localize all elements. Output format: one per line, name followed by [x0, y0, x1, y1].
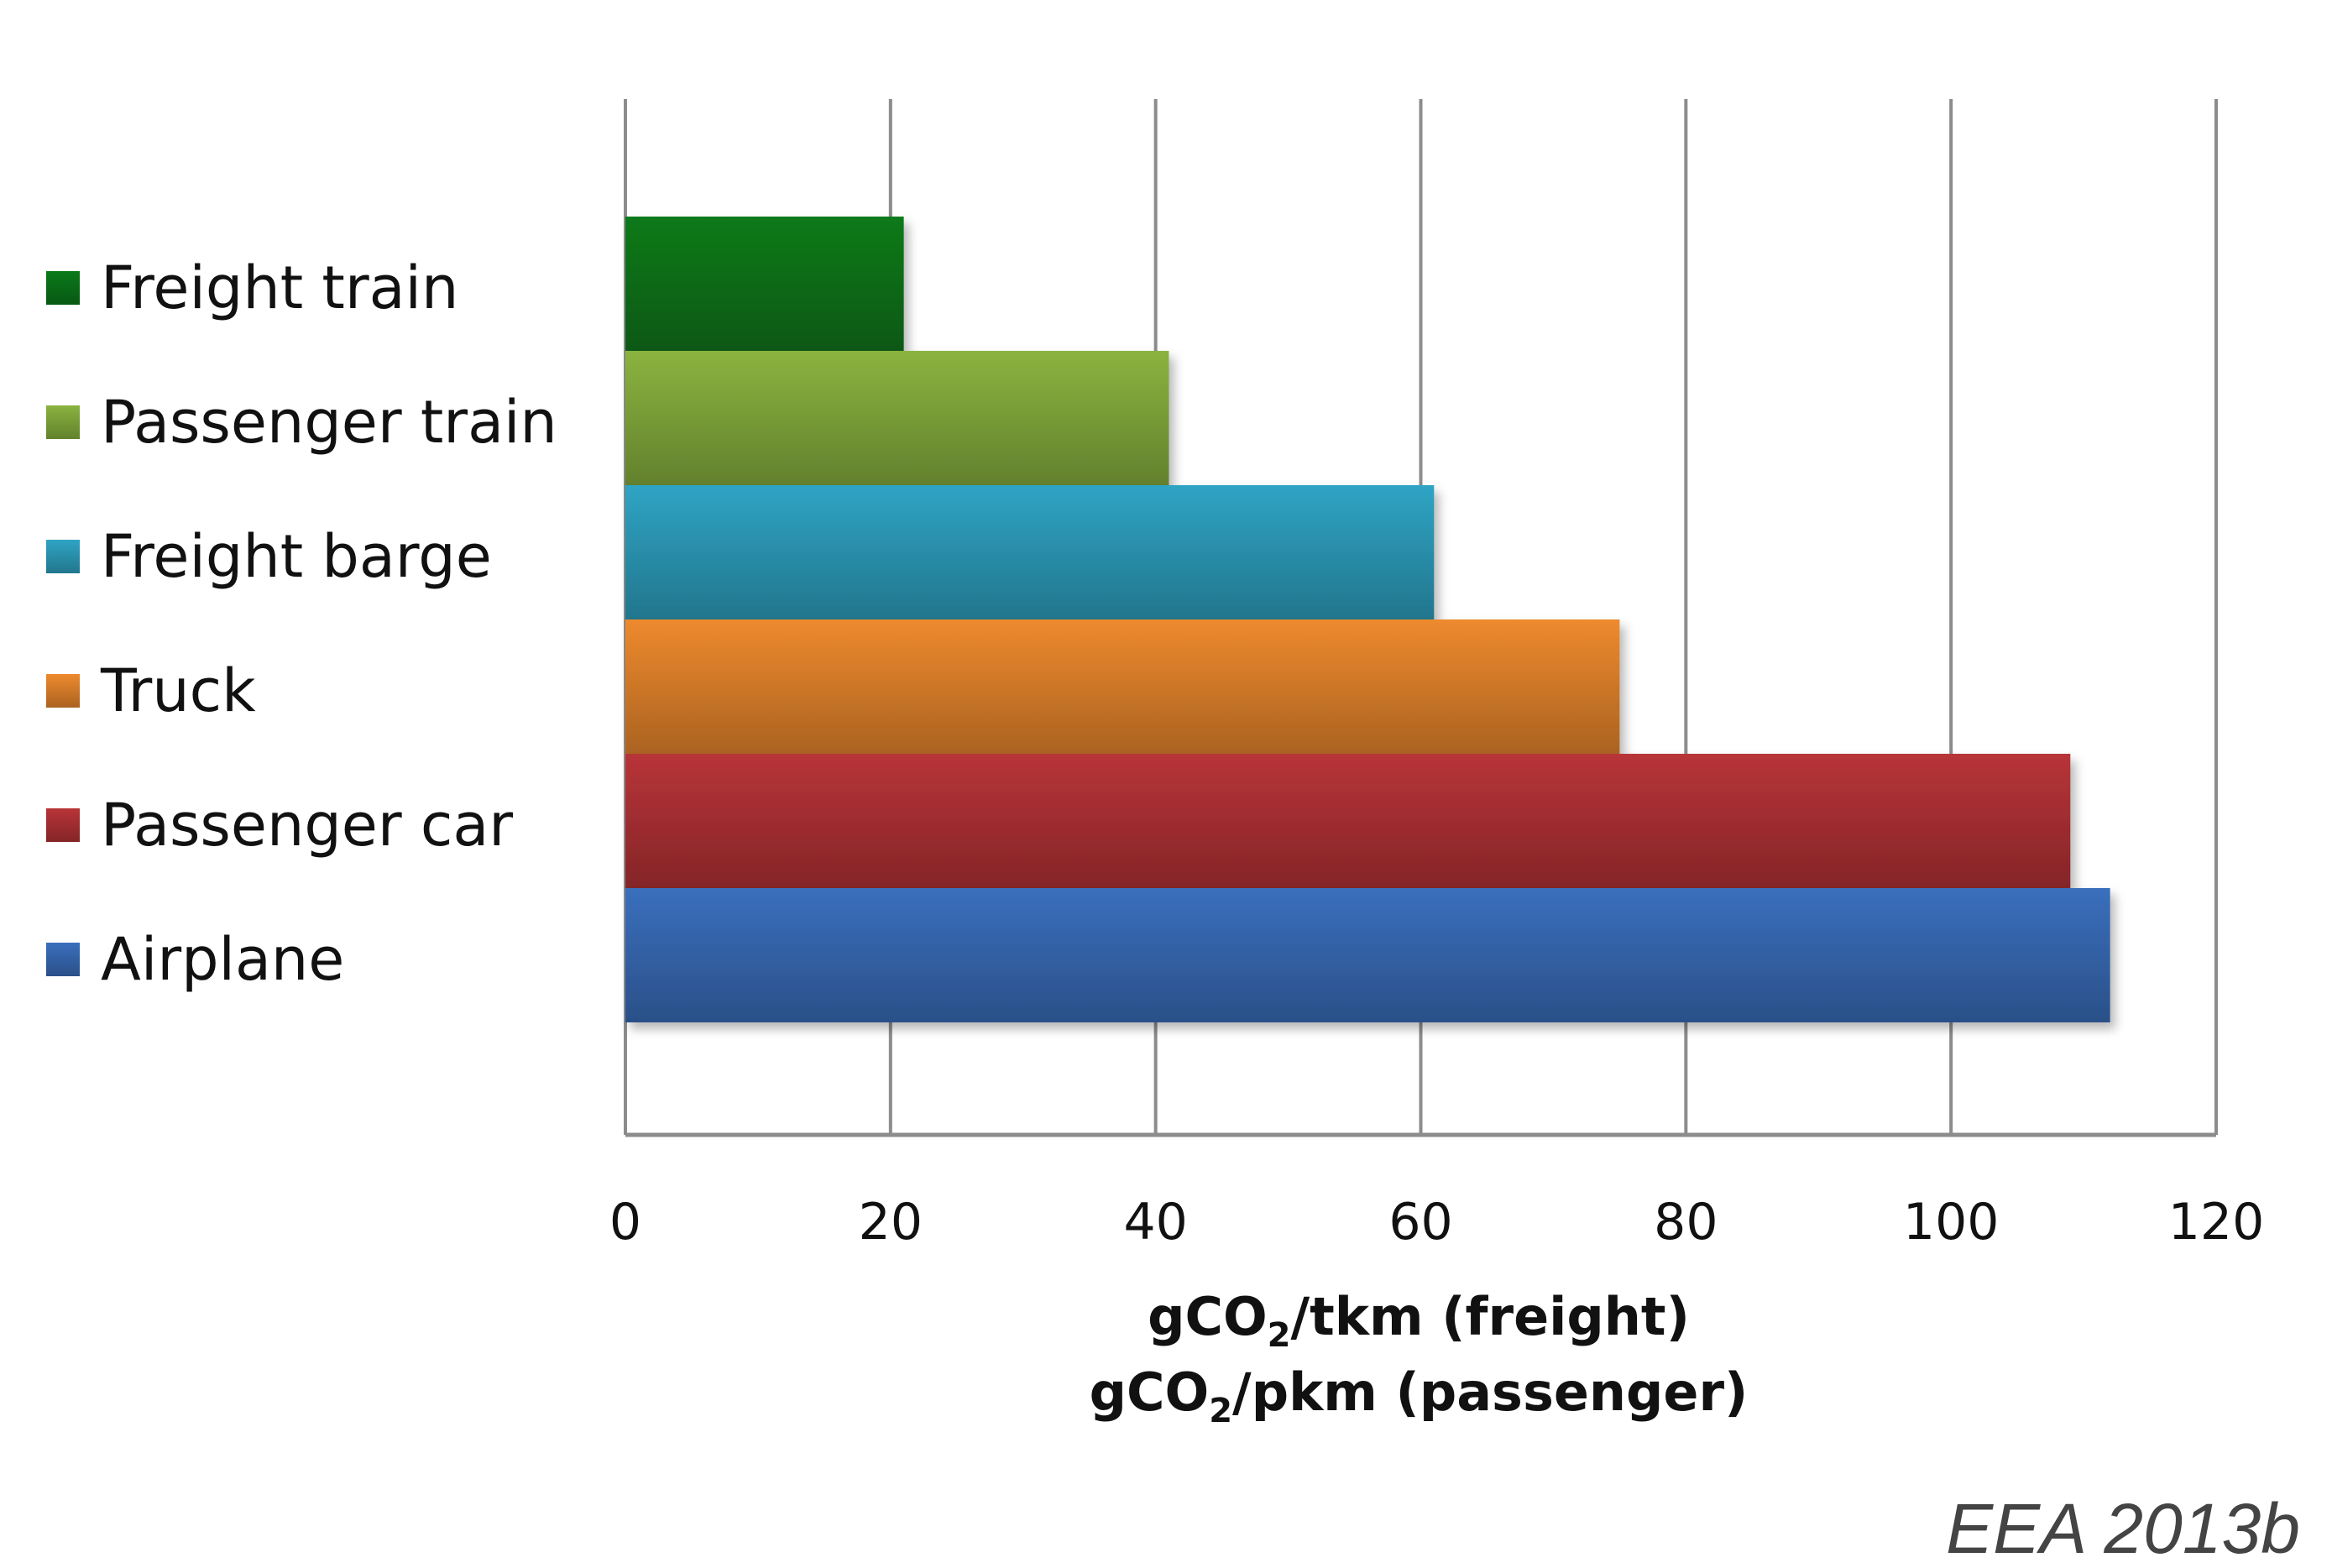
x-tick-label-60: 60	[1388, 1193, 1452, 1252]
x-tick-label-100: 100	[1903, 1193, 2000, 1252]
legend-label-airplane: Airplane	[101, 925, 344, 994]
legend-swatch-airplane	[46, 943, 80, 976]
x-tick-label-80: 80	[1654, 1193, 1718, 1252]
x-tick-labels: 0 20 40 60 80 100 120	[609, 1193, 2264, 1252]
legend-label-freight-barge: Freight barge	[101, 522, 492, 591]
x-axis-title-line2: gCO2/pkm (passenger)	[1090, 1362, 1749, 1430]
bar-truck	[625, 619, 1620, 754]
x-tick-label-0: 0	[609, 1193, 641, 1252]
legend: Freight train Passenger train Freight barg…	[46, 253, 557, 994]
legend-swatch-truck	[46, 674, 80, 708]
bar-airplane	[625, 888, 2110, 1022]
bar-passenger-car	[625, 754, 2071, 888]
source-label: EEA 2013b	[1946, 1489, 2300, 1568]
x-tick-label-120: 120	[2168, 1193, 2265, 1252]
legend-swatch-freight-train	[46, 271, 80, 305]
legend-swatch-freight-barge	[46, 540, 80, 573]
bar-freight-train	[625, 217, 904, 351]
bar-passenger-train	[625, 351, 1169, 485]
x-tick-label-40: 40	[1123, 1193, 1187, 1252]
x-axis-title-line1: gCO2/tkm (freight)	[1148, 1286, 1690, 1355]
legend-label-truck: Truck	[100, 656, 256, 725]
legend-swatch-passenger-train	[46, 405, 80, 439]
bar-freight-barge	[625, 485, 1435, 619]
legend-label-passenger-car: Passenger car	[101, 791, 513, 860]
bars	[625, 217, 2110, 1022]
legend-label-passenger-train: Passenger train	[101, 388, 557, 457]
legend-swatch-passenger-car	[46, 808, 80, 842]
x-tick-label-20: 20	[859, 1193, 923, 1252]
legend-label-freight-train: Freight train	[101, 253, 458, 322]
